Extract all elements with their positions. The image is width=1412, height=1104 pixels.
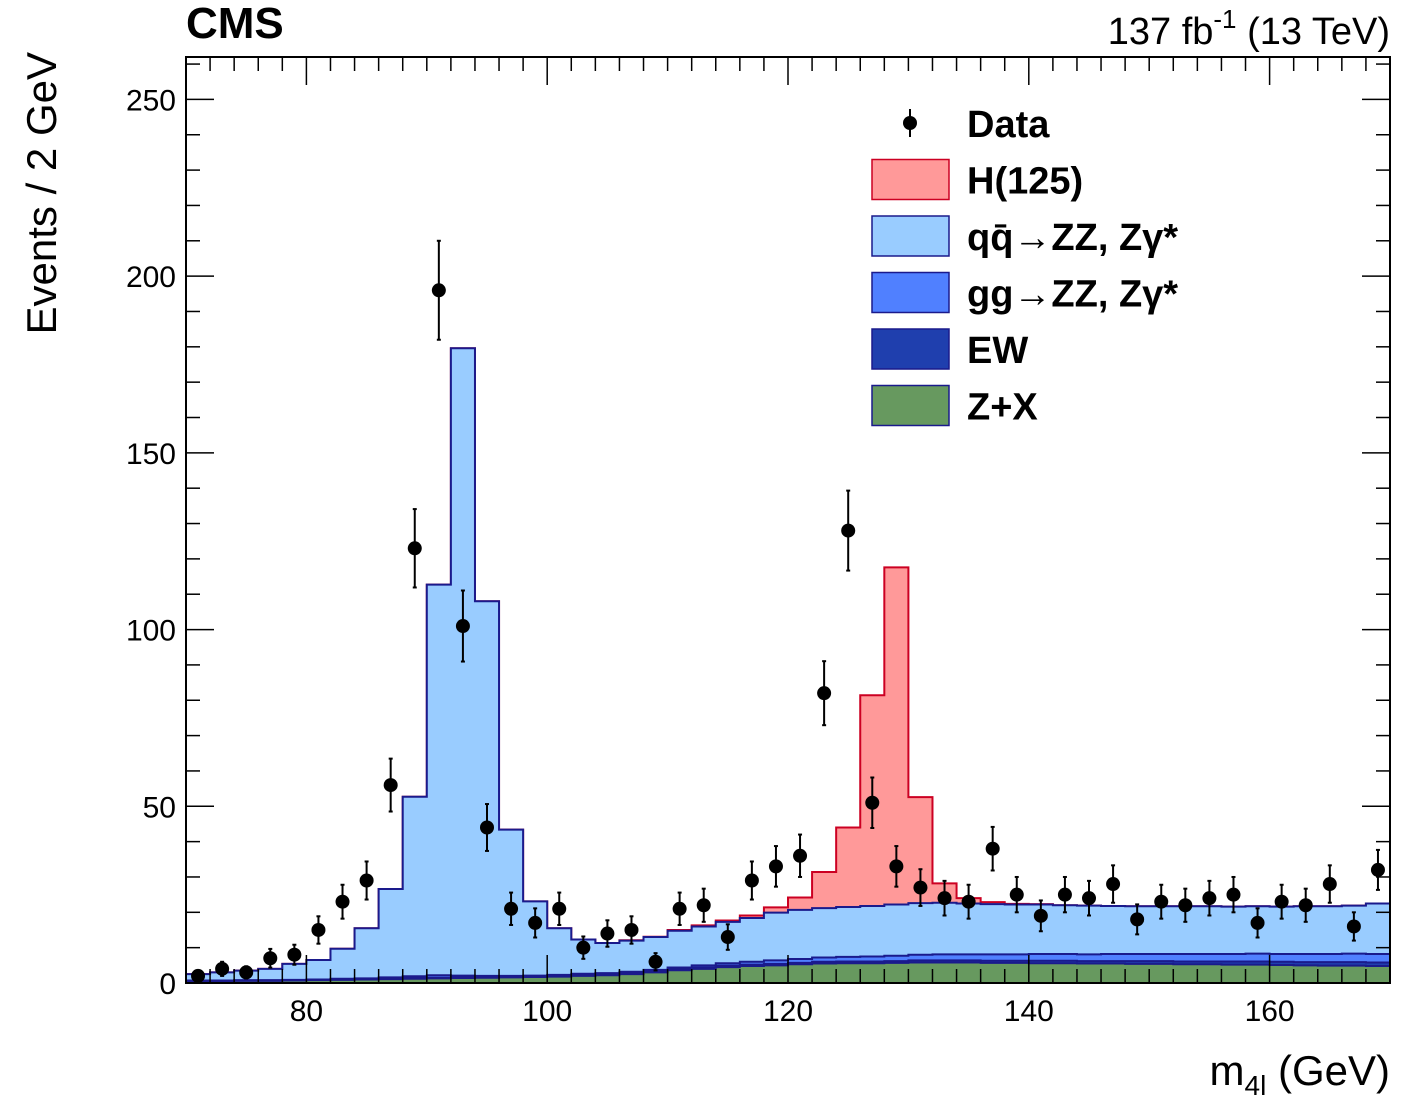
- data-point: [191, 968, 206, 983]
- data-point: [455, 619, 470, 634]
- data-point: [600, 926, 615, 941]
- axis-layer: 80 100 120 140 160 0 50 100 150 200 250: [126, 56, 1391, 1028]
- data-point: [937, 891, 952, 906]
- data-point: [287, 947, 302, 962]
- x-tick-label: 140: [1004, 995, 1054, 1028]
- data-point: [1322, 877, 1337, 892]
- x-tick-label: 120: [763, 995, 813, 1028]
- data-point: [1154, 894, 1169, 909]
- data-point: [1226, 887, 1241, 902]
- data-point: [624, 922, 639, 937]
- data-point: [1178, 898, 1193, 913]
- y-tick-label: 100: [126, 615, 176, 648]
- lumi-value: 137 fb: [1108, 11, 1214, 53]
- data-point: [359, 873, 374, 888]
- data-point: [793, 848, 808, 863]
- y-tick-label: 250: [126, 84, 176, 117]
- x-axis-subscript: 4l: [1245, 1070, 1267, 1101]
- legend-swatch: [871, 215, 950, 257]
- data-point: [1057, 887, 1072, 902]
- data-point: [889, 859, 904, 874]
- data-point: [648, 954, 663, 969]
- legend-label: H(125): [967, 161, 1083, 203]
- data-point: [311, 922, 326, 937]
- data-point: [383, 778, 398, 793]
- data-point: [480, 820, 494, 835]
- legend-swatch: [871, 271, 950, 314]
- data-point: [817, 686, 832, 701]
- data-point: [744, 873, 759, 888]
- data-point: [1274, 894, 1289, 909]
- y-tick-label: 50: [143, 791, 176, 824]
- data-point: [1202, 891, 1217, 906]
- legend-label: gg→ZZ, Zγ*: [967, 274, 1178, 316]
- data-point: [1250, 915, 1265, 930]
- legend-marker-data: [903, 116, 917, 130]
- data-point: [1106, 877, 1121, 892]
- data-point: [407, 541, 422, 556]
- x-axis-symbol: m: [1210, 1047, 1245, 1094]
- legend-label: qq̄→ZZ, Zγ*: [967, 217, 1178, 259]
- data-point: [961, 894, 976, 909]
- legend-label: EW: [967, 330, 1028, 372]
- data-point: [504, 901, 519, 916]
- data-point: [768, 859, 783, 874]
- data-point: [672, 901, 687, 916]
- x-tick-label: 160: [1245, 995, 1295, 1028]
- data-point: [865, 795, 880, 810]
- data-layer: [191, 239, 1385, 983]
- lumi-energy: (13 TeV): [1237, 11, 1390, 53]
- data-point: [239, 965, 254, 980]
- experiment-label: CMS: [186, 0, 284, 48]
- data-point: [985, 841, 1000, 856]
- data-point: [335, 894, 350, 909]
- legend: Data H(125) qq̄→ZZ, Zγ* gg→ZZ, Zγ* EW Z+X: [871, 104, 1178, 429]
- luminosity-label: 137 fb-1 (13 TeV): [1108, 4, 1390, 53]
- legend-swatch: [871, 328, 950, 370]
- data-point: [552, 901, 567, 916]
- x-axis-title: m4l (GeV): [1210, 1047, 1390, 1101]
- legend-label: Data: [967, 104, 1050, 146]
- data-point: [263, 951, 278, 966]
- data-point: [1009, 887, 1024, 902]
- y-tick-label: 150: [126, 438, 176, 471]
- data-point: [913, 880, 928, 895]
- x-tick-label: 100: [522, 995, 572, 1028]
- y-tick-label: 200: [126, 261, 176, 294]
- data-point: [528, 915, 543, 930]
- data-point: [1298, 898, 1313, 913]
- legend-label: Z+X: [967, 387, 1038, 429]
- lumi-exponent: -1: [1213, 4, 1236, 34]
- data-point: [1346, 919, 1361, 934]
- data-point: [1370, 862, 1385, 877]
- data-point: [720, 930, 735, 945]
- data-point: [576, 940, 591, 955]
- data-point: [1130, 912, 1145, 927]
- data-point: [696, 898, 711, 913]
- x-axis-unit: (GeV): [1266, 1047, 1390, 1094]
- data-point: [431, 283, 446, 298]
- y-tick-label: 0: [159, 968, 176, 1001]
- plot-frame: [185, 56, 1391, 984]
- legend-swatch: [871, 384, 950, 427]
- data-point: [1033, 908, 1048, 923]
- x-tick-label: 80: [290, 995, 323, 1028]
- data-point: [215, 961, 230, 976]
- legend-swatch: [871, 158, 950, 201]
- data-point: [1082, 891, 1096, 906]
- data-point: [841, 523, 856, 538]
- y-axis-title: Events / 2 GeV: [18, 52, 65, 334]
